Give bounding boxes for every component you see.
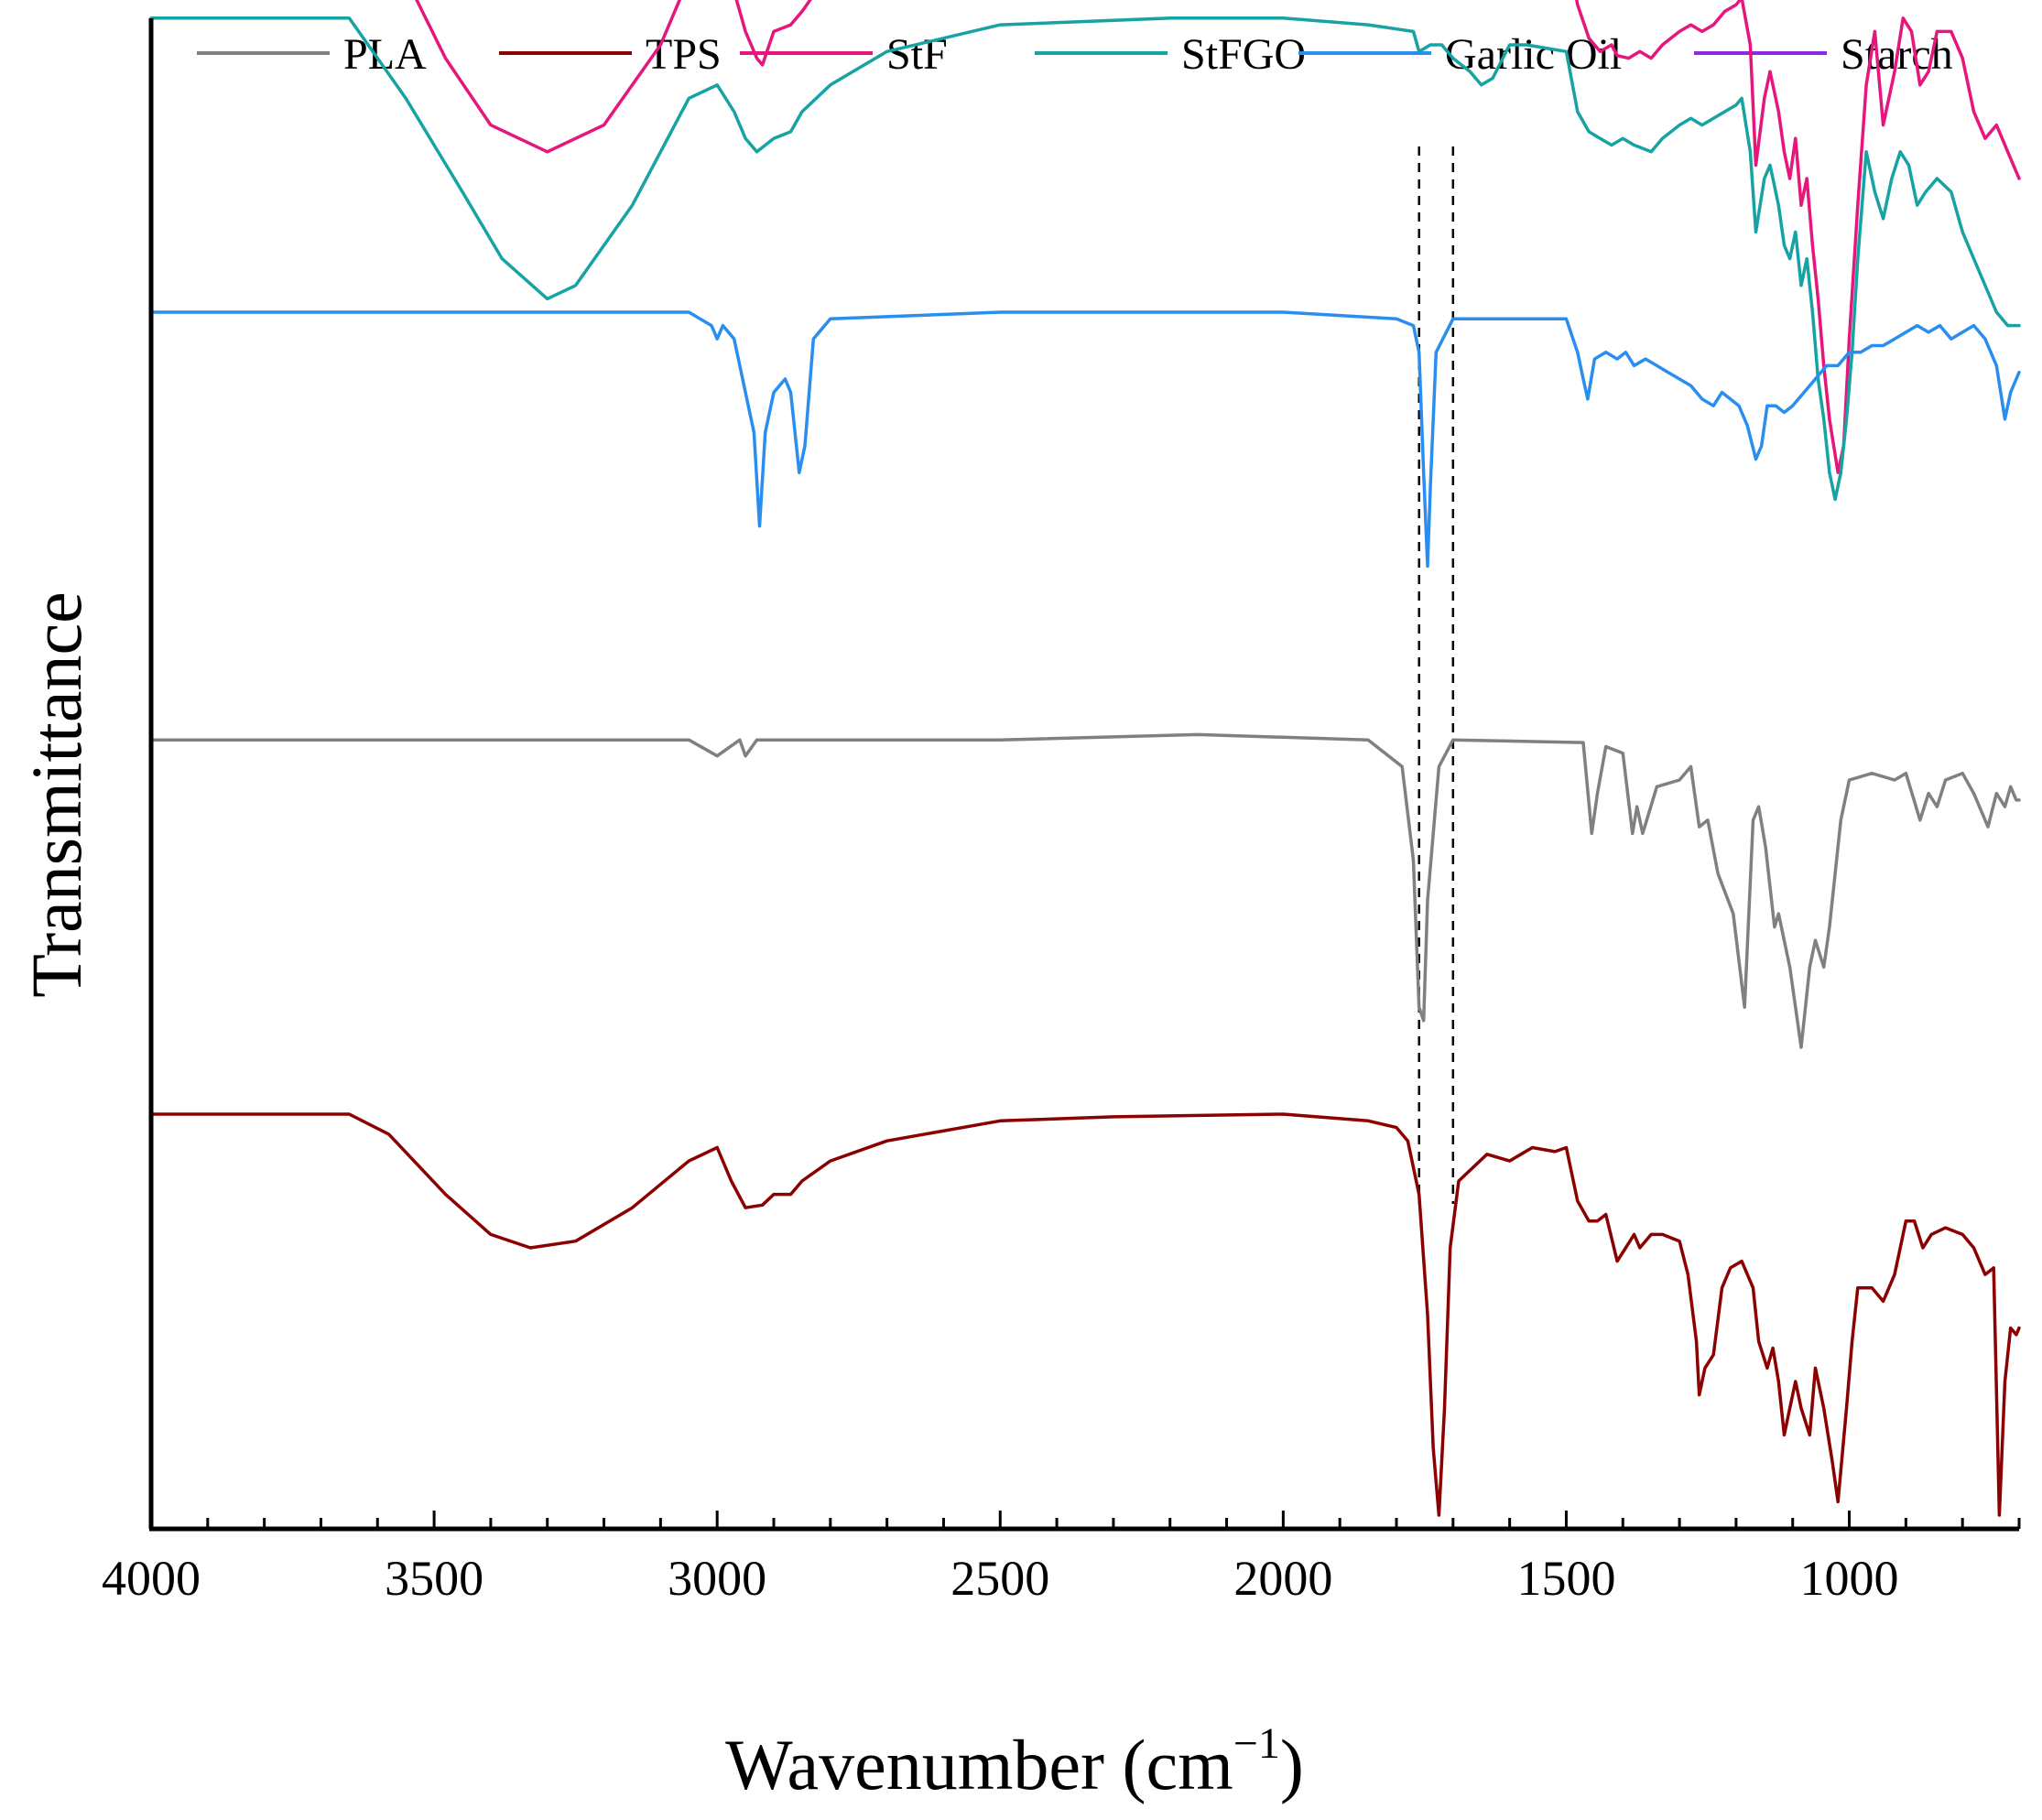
x-axis-title: Wavenumber (cm−1) [725,1719,1304,1804]
legend-label-garlic-oil: Garlic Oil [1445,30,1622,79]
series-line-stfgo [149,16,2021,502]
x-axis-title-close: ) [1280,1725,1304,1804]
spectra [149,0,2021,1517]
x-tick-label: 4000 [102,1551,201,1606]
legend: PLA TPS StF StFGO Garlic Oil Starch [197,30,1953,79]
x-tick-label: 2500 [950,1551,1049,1606]
series-line-pla [149,732,2021,1049]
legend-label-stfgo: StFGO [1181,30,1306,79]
x-axis-title-exponent: −1 [1233,1719,1280,1768]
x-tick-label: 1500 [1516,1551,1615,1606]
y-axis-title: Transmittance [16,591,96,997]
x-tick-label: 3500 [385,1551,483,1606]
series-line-garlic-oil [149,310,2021,569]
x-axis-title-text: Wavenumber (cm [725,1725,1233,1804]
axes [148,18,2019,1532]
legend-label-tps: TPS [646,30,722,79]
series-line-tps [149,1112,2021,1517]
x-tick-label: 1000 [1800,1551,1899,1606]
x-tick-label: 3000 [668,1551,766,1606]
legend-label-stf: StF [886,30,948,79]
reference-lines [1417,146,1455,1204]
x-tick-label: 2000 [1233,1551,1332,1606]
series-line-stf [415,0,2021,474]
x-axis-ticks: 4000 3500 3000 2500 2000 1500 1000 [102,1511,2021,1606]
